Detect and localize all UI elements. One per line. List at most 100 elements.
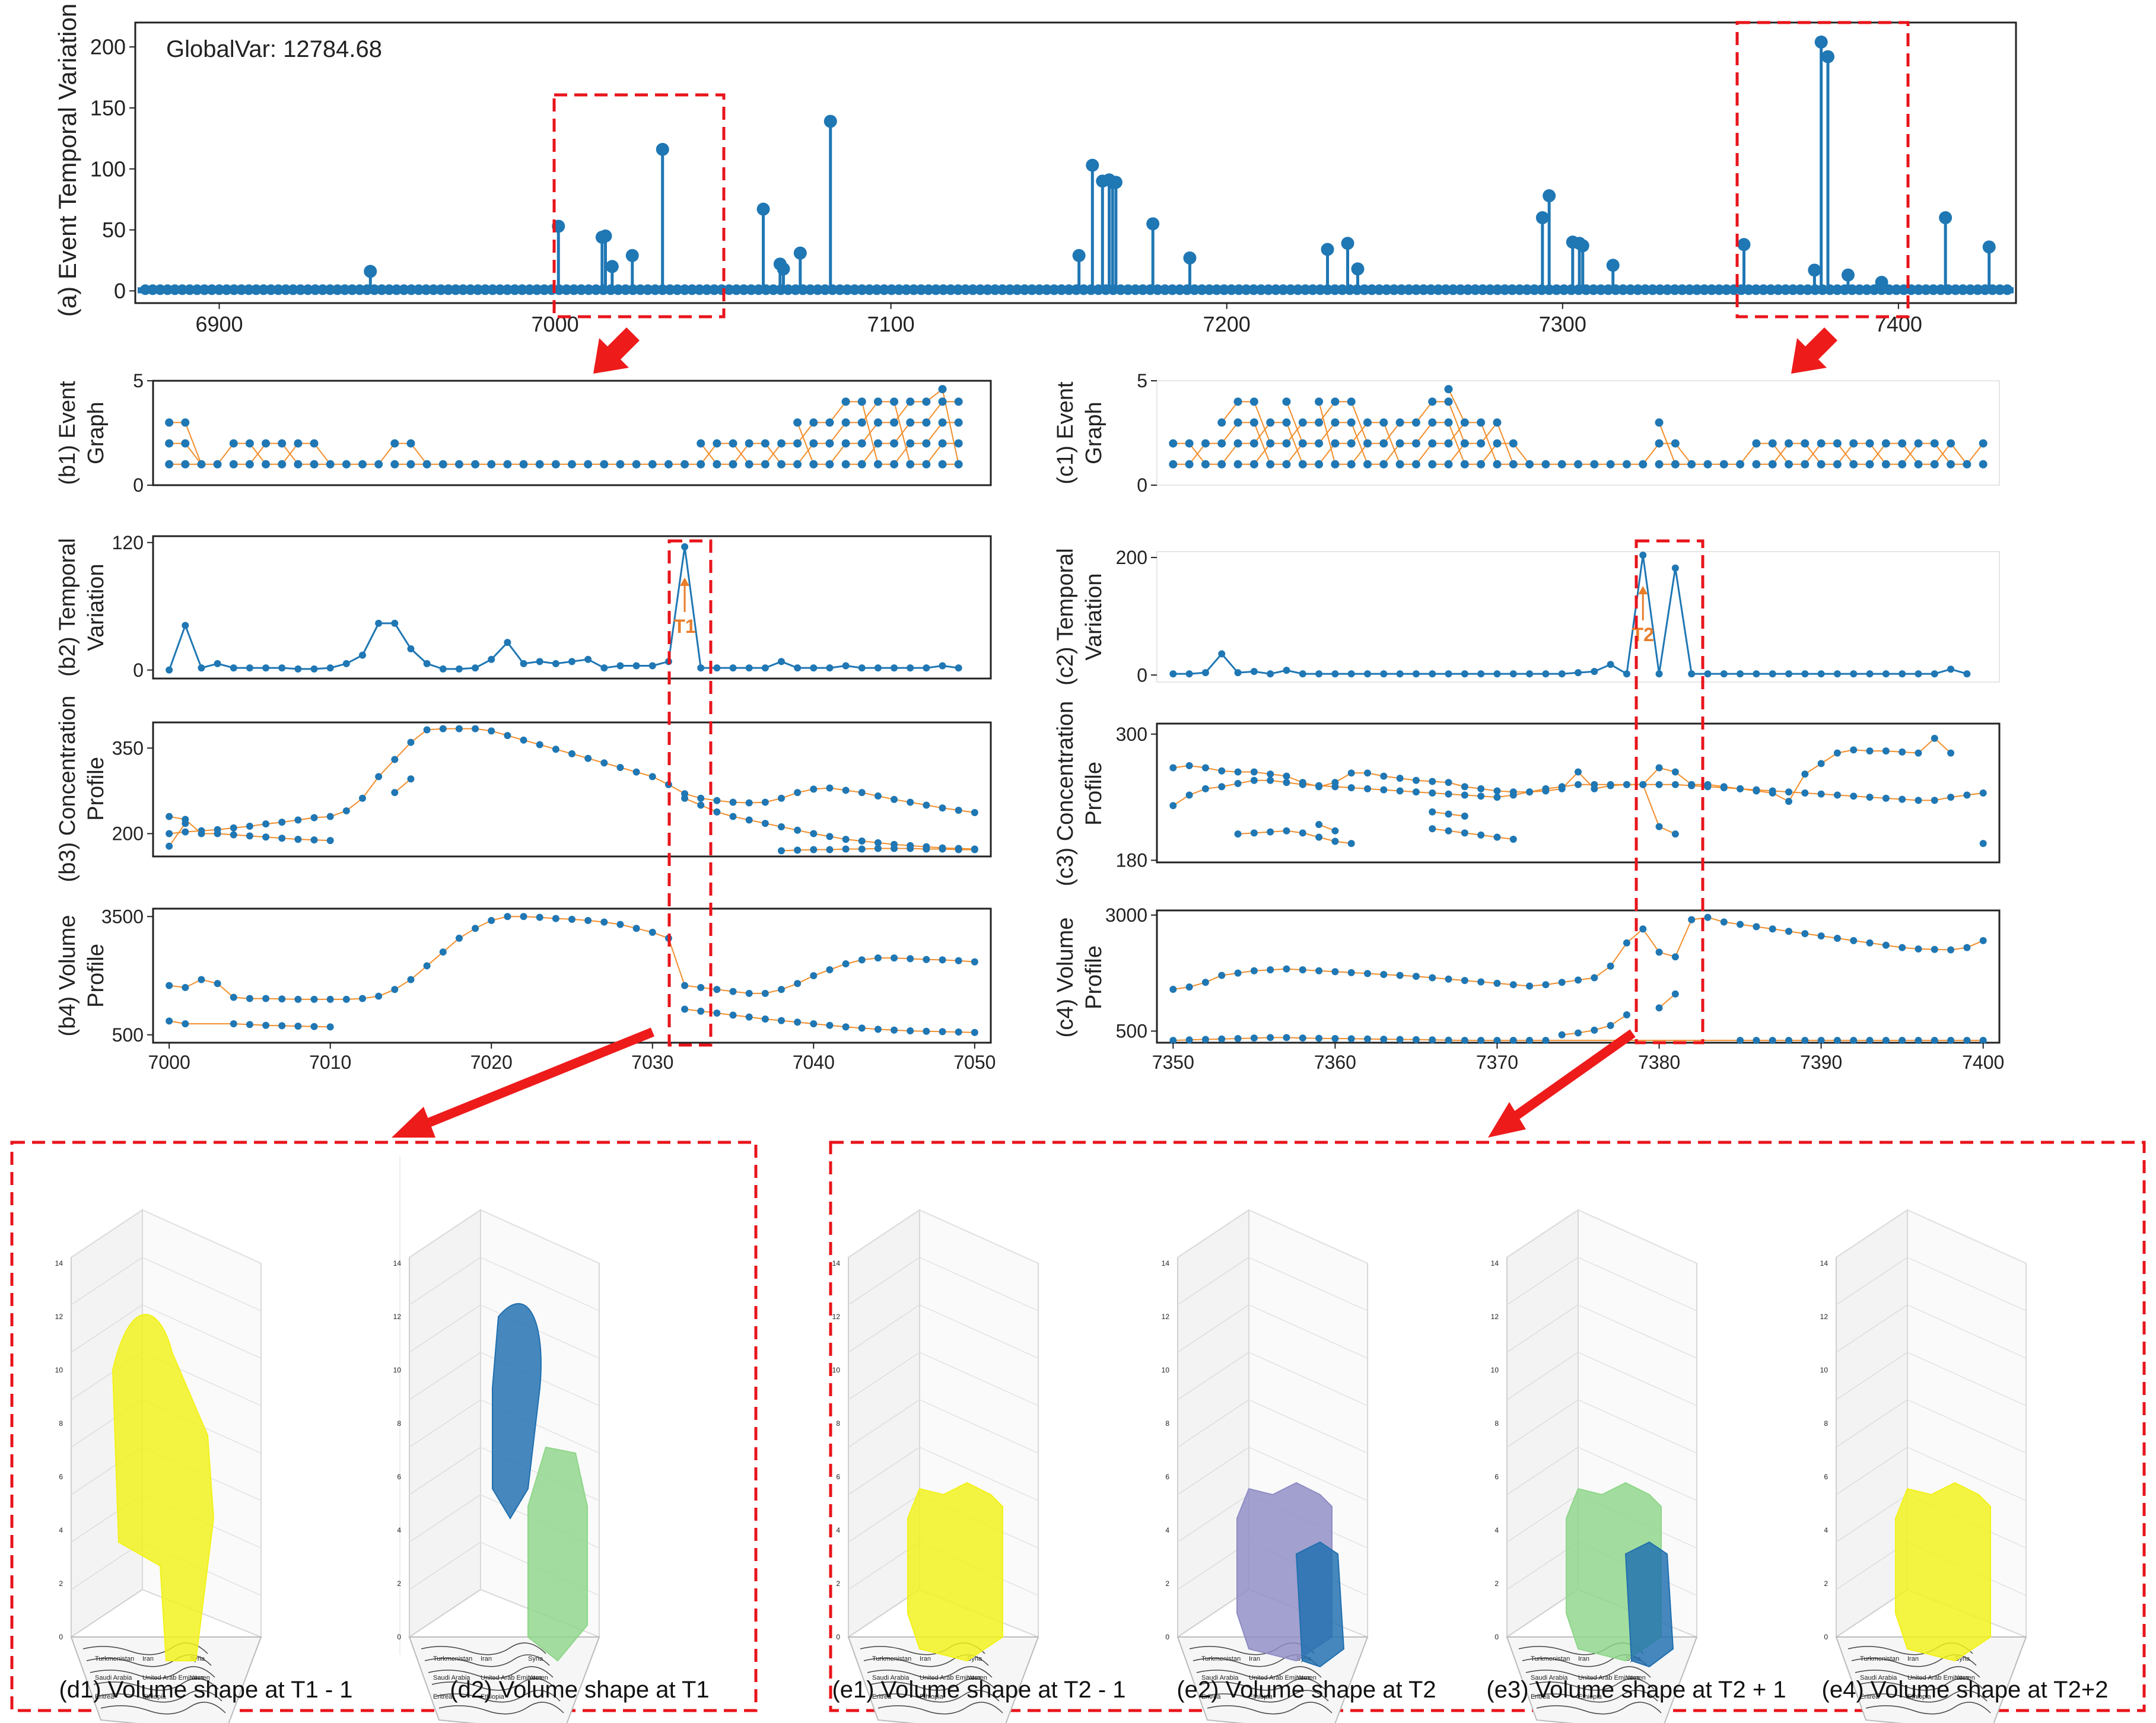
wall-gridline (1836, 1352, 1908, 1400)
profile-point (729, 798, 737, 806)
baseline-point (664, 284, 676, 295)
baseline-point (435, 284, 447, 295)
c2-ylabel-line1: (c2) Temporal (1053, 548, 1078, 686)
baseline-point (1270, 284, 1281, 295)
profile-point (1429, 789, 1436, 797)
baseline-point (982, 284, 993, 295)
baseline-point (1448, 284, 1459, 295)
x-tick-label: 7000 (532, 312, 579, 336)
profile-point (632, 925, 640, 932)
profile-point (761, 798, 769, 806)
event-node (632, 460, 641, 469)
z-tick-label: 8 (1494, 1419, 1499, 1428)
variation-point (1688, 670, 1696, 678)
profile-point (1218, 972, 1226, 979)
profile-point (858, 1024, 866, 1032)
z-tick-label: 10 (1820, 1366, 1829, 1374)
variation-point (1947, 665, 1955, 673)
map-border-line (1532, 1690, 1658, 1703)
event-node (1460, 439, 1469, 448)
edge-line (797, 422, 815, 465)
baseline-point (1913, 284, 1924, 295)
baseline-point (310, 284, 321, 295)
profile-point (552, 915, 559, 922)
profile-point (1623, 939, 1630, 947)
profile-point (1364, 970, 1371, 977)
profile-point (342, 807, 350, 815)
arrow-a-to-c (1791, 327, 1837, 374)
profile-point (214, 980, 221, 988)
baseline-point (923, 284, 934, 295)
profile-point (1785, 788, 1792, 796)
profile-point (1185, 1036, 1193, 1044)
profile-point (1817, 1037, 1825, 1044)
stem-marker (656, 142, 669, 156)
variation-point (1931, 670, 1938, 678)
map-label: Turkmenistan (872, 1655, 911, 1663)
baseline-point (945, 284, 956, 295)
profile-point (182, 983, 189, 991)
event-node (1655, 439, 1664, 448)
baseline-point (886, 284, 897, 295)
edge-line (1188, 442, 1206, 465)
map-border-line (870, 1678, 996, 1691)
edge-line (1253, 401, 1271, 444)
b3-ylabel-line2: Profile (84, 757, 109, 821)
baseline-point (162, 284, 173, 295)
event-node (616, 460, 625, 469)
edge-line (1804, 442, 1822, 465)
variation-point (536, 658, 543, 665)
volume-panel-d2: 0 2 4 6 8 10 12 14 Turkmenistan Iran Syria Saudi Ar… (393, 1209, 600, 1723)
event-node (1963, 460, 1971, 469)
event-node (278, 439, 287, 448)
baseline-point (391, 284, 402, 295)
event-node (938, 385, 947, 394)
baseline-point (376, 284, 387, 295)
profile-point (778, 823, 785, 830)
profile-point (1493, 979, 1501, 987)
baseline-point (1122, 284, 1134, 295)
profile-point (632, 768, 640, 776)
baseline-point (1920, 284, 1932, 295)
c3-ylabel-line1: (c3) Concentration (1053, 701, 1078, 887)
z-tick-label: 6 (1824, 1473, 1828, 1481)
profile-point (1283, 772, 1290, 780)
event-node (1881, 439, 1890, 448)
variation-point (874, 664, 882, 672)
variation-point (488, 655, 495, 663)
z-tick-label: 0 (836, 1633, 840, 1641)
profile-point (214, 830, 221, 837)
profile-point (778, 847, 785, 855)
baseline-point (997, 284, 1008, 295)
profile-point (713, 797, 721, 804)
event-node (1768, 460, 1777, 469)
baseline-point (1440, 284, 1451, 295)
baseline-point (1831, 284, 1843, 295)
baseline-point (871, 284, 882, 295)
profile-point (810, 830, 818, 837)
y-tick-label: 200 (90, 35, 126, 59)
baseline-point (206, 284, 218, 295)
edge-line (797, 442, 815, 465)
event-node (922, 418, 931, 427)
z-tick-label: 0 (397, 1633, 401, 1641)
profile-point (939, 1028, 946, 1036)
event-node (342, 460, 351, 469)
map-border-line (97, 1690, 222, 1703)
event-node (1817, 460, 1826, 469)
b3-ylabel-line1: (b3) Concentration (55, 696, 80, 883)
profile-point (326, 995, 334, 1003)
variation-point (391, 619, 399, 627)
profile-point (1461, 813, 1468, 820)
event-node (857, 460, 866, 469)
wall-gridline (1177, 1399, 1249, 1448)
b4-ylabel-line1: (b4) Volume (55, 915, 80, 1037)
event-node (1914, 439, 1923, 448)
profile-point (1753, 923, 1760, 931)
b4-ylabel-line2: Profile (84, 944, 109, 1008)
highlight-box-a-right (1735, 21, 1910, 319)
variation-point (1623, 670, 1630, 678)
baseline-point (1780, 284, 1791, 295)
event-node (1865, 460, 1874, 469)
baseline-point (620, 284, 631, 295)
